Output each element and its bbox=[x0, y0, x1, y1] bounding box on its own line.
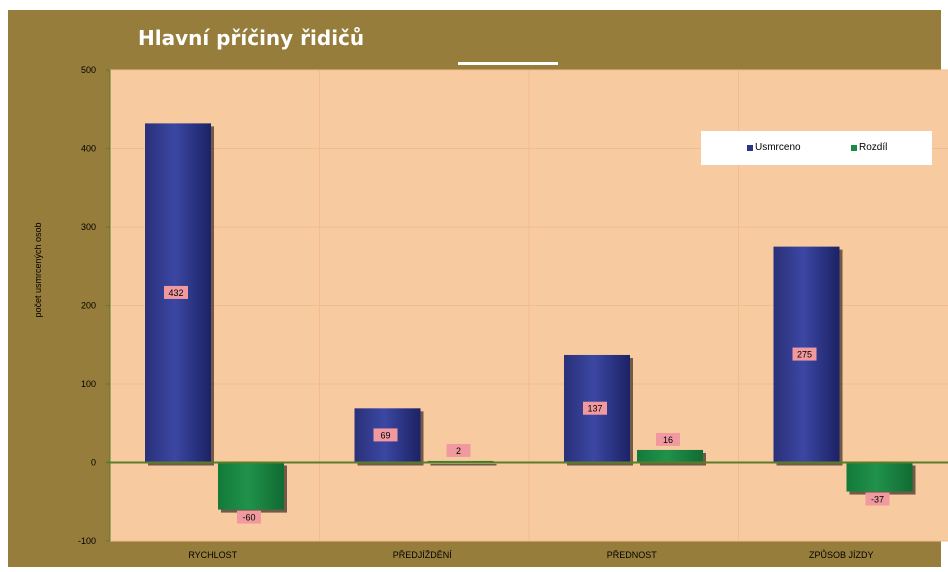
data-label: 69 bbox=[380, 430, 390, 440]
legend-swatch-usmrceno bbox=[747, 144, 753, 151]
x-tick-label: PŘEDNOST bbox=[607, 550, 658, 560]
data-label-box bbox=[792, 347, 817, 361]
data-label-box bbox=[446, 443, 471, 457]
y-tick-label: 300 bbox=[81, 222, 96, 232]
data-label: -60 bbox=[242, 513, 255, 523]
chart-title: Hlavní příčiny řidičů bbox=[138, 26, 365, 50]
bar-rozdíl bbox=[846, 462, 913, 492]
legend-label-rozdil: Rozdíl bbox=[859, 142, 888, 153]
data-label-box bbox=[583, 401, 607, 415]
data-label: 275 bbox=[797, 350, 812, 360]
legend-label-usmrceno: Usmrceno bbox=[755, 142, 801, 153]
x-tick-label: ZPŮSOB JÍZDY bbox=[809, 549, 874, 560]
data-label-box bbox=[865, 492, 890, 506]
y-tick-label: 0 bbox=[91, 458, 96, 468]
bar-rozdíl bbox=[218, 462, 284, 510]
y-tick-label: -100 bbox=[78, 536, 96, 546]
data-label-box bbox=[164, 285, 188, 299]
data-label: 16 bbox=[663, 435, 673, 445]
y-tick-label: 200 bbox=[81, 301, 96, 311]
x-tick-label: RYCHLOST bbox=[188, 550, 237, 560]
title-underline bbox=[458, 62, 558, 65]
data-label: 2 bbox=[456, 446, 461, 456]
x-tick-label: PŘEDJÍŽDĚNÍ bbox=[393, 550, 453, 560]
data-label-box bbox=[656, 432, 680, 446]
y-tick-label: 400 bbox=[81, 144, 96, 154]
y-tick-label: 500 bbox=[81, 65, 96, 75]
bar-shadow bbox=[430, 463, 497, 466]
data-label-box bbox=[373, 428, 398, 442]
data-label-box bbox=[237, 510, 261, 524]
legend-swatch-rozdil bbox=[851, 144, 857, 151]
y-tick-label: 100 bbox=[81, 379, 96, 389]
data-label: 432 bbox=[168, 288, 183, 298]
data-label: 137 bbox=[587, 404, 602, 414]
data-label: -37 bbox=[871, 495, 884, 505]
bar-rozdíl bbox=[637, 449, 703, 463]
legend-item-rozdil: Rozdíl bbox=[851, 142, 887, 153]
legend: Usmrceno Rozdíl bbox=[701, 131, 932, 165]
legend-item-usmrceno: Usmrceno bbox=[747, 142, 801, 153]
